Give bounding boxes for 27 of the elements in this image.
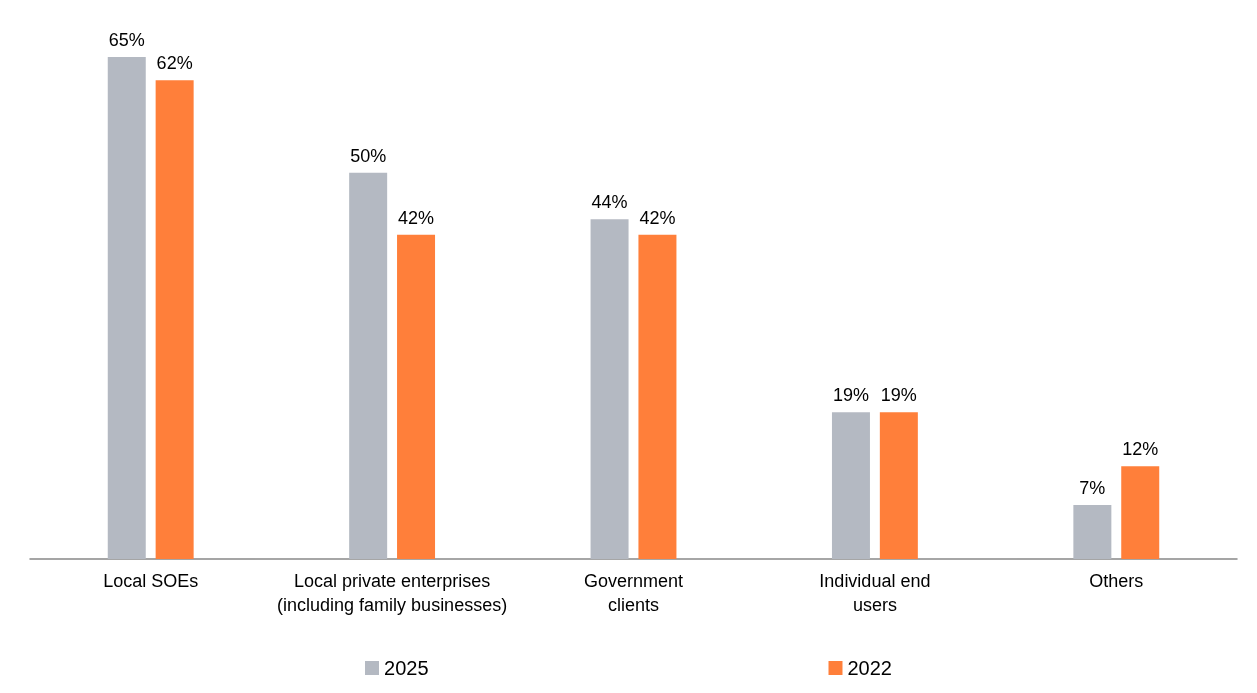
x-tick-label: Others — [1089, 571, 1144, 591]
bar — [638, 234, 677, 559]
data-label: 62% — [156, 53, 193, 74]
bar — [831, 412, 870, 559]
legend-label: 2025 — [384, 657, 429, 679]
bar — [879, 412, 918, 559]
data-label: 50% — [350, 145, 387, 166]
legend-label: 2022 — [847, 657, 892, 679]
bar — [590, 219, 629, 559]
bar — [1073, 504, 1112, 559]
bar — [107, 57, 146, 559]
data-label: 42% — [639, 207, 676, 228]
x-tick-label: Local private enterprises (including family businesses) — [277, 571, 508, 615]
bar — [349, 172, 388, 559]
bar — [155, 80, 194, 559]
bar — [397, 234, 436, 559]
x-tick-label: Individual end users — [819, 571, 931, 615]
data-label: 65% — [108, 30, 145, 50]
x-tick-label: Local SOEs — [103, 571, 199, 591]
data-label: 12% — [1122, 439, 1159, 460]
bar — [1121, 466, 1160, 559]
data-label: 7% — [1079, 477, 1106, 498]
data-label: 42% — [398, 207, 435, 228]
data-label: 44% — [591, 192, 628, 213]
data-label: 19% — [880, 385, 917, 406]
x-tick-label: Government clients — [583, 571, 684, 615]
data-label: 19% — [832, 385, 869, 406]
